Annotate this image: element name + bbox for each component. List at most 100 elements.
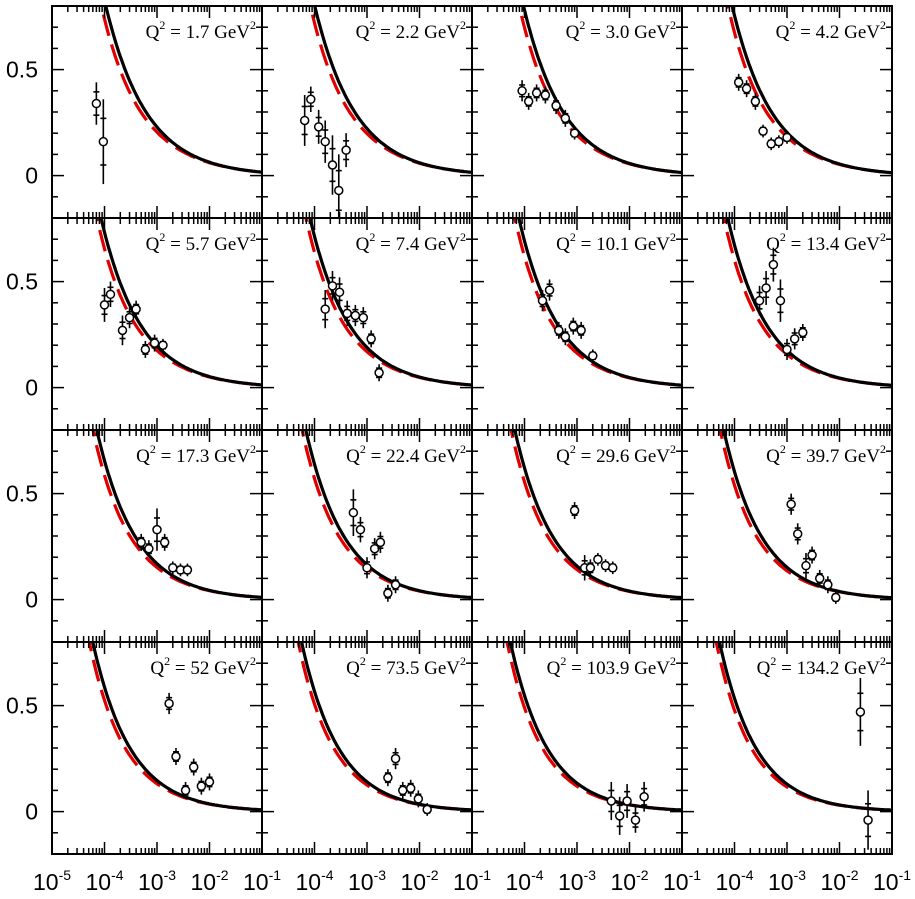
label-unit-sup: 2 bbox=[250, 18, 256, 32]
data-point bbox=[758, 126, 768, 136]
data-point bbox=[348, 507, 359, 518]
label-q-sup: 2 bbox=[780, 230, 786, 244]
label-q-sup: 2 bbox=[570, 230, 576, 244]
data-point bbox=[789, 334, 800, 344]
data-point bbox=[569, 505, 580, 516]
data-point bbox=[341, 145, 351, 155]
data-point bbox=[124, 312, 135, 323]
data-point bbox=[355, 524, 366, 535]
x-tick-label: 10-2 bbox=[400, 867, 438, 895]
panel-label: Q2 = 4.2 GeV2 bbox=[776, 18, 886, 43]
data-point bbox=[422, 804, 432, 815]
data-point bbox=[551, 100, 561, 111]
panel-label: Q2 = 52 GeV2 bbox=[150, 654, 256, 679]
data-point bbox=[299, 115, 310, 126]
data-point bbox=[585, 563, 596, 573]
data-point bbox=[99, 300, 110, 310]
data-point bbox=[754, 295, 765, 306]
label-value: = 73.5 GeV bbox=[366, 658, 460, 679]
data-point bbox=[768, 259, 779, 270]
data-point bbox=[180, 785, 191, 796]
data-point bbox=[342, 308, 352, 319]
data-point bbox=[405, 783, 416, 794]
data-point bbox=[350, 310, 361, 321]
data-point bbox=[761, 283, 771, 293]
model-curve-dashed bbox=[513, 218, 682, 387]
label-q: Q bbox=[346, 446, 360, 467]
data-point bbox=[149, 338, 160, 348]
label-value: = 13.4 GeV bbox=[786, 234, 880, 255]
y-tick-label: 0 bbox=[25, 799, 38, 825]
x-tick-label: 10-3 bbox=[768, 867, 806, 895]
label-q: Q bbox=[766, 234, 780, 255]
label-q: Q bbox=[766, 446, 780, 467]
data-point bbox=[531, 88, 542, 98]
model-curve-solid bbox=[299, 642, 472, 812]
y-tick-label: 0.5 bbox=[6, 269, 38, 295]
label-q-sup: 2 bbox=[159, 230, 165, 244]
data-point bbox=[168, 563, 178, 573]
data-point bbox=[358, 312, 369, 323]
data-point bbox=[855, 707, 866, 717]
data-point bbox=[807, 550, 817, 560]
panel-label: Q2 = 29.6 GeV2 bbox=[556, 442, 676, 467]
model-curve-dashed bbox=[87, 642, 262, 812]
label-value: = 10.1 GeV bbox=[576, 234, 670, 255]
panel-label: Q2 = 39.7 GeV2 bbox=[766, 442, 886, 467]
label-q-sup: 2 bbox=[360, 442, 366, 456]
label-unit-sup: 2 bbox=[460, 654, 466, 668]
x-tick-label: 10-5 bbox=[33, 867, 71, 895]
model-curve-solid bbox=[104, 6, 262, 174]
label-q: Q bbox=[547, 658, 561, 679]
model-curve-dashed bbox=[722, 218, 892, 387]
label-value: = 7.4 GeV bbox=[375, 234, 460, 255]
model-curve-solid bbox=[726, 218, 892, 387]
y-tick-label: 0.5 bbox=[6, 693, 38, 719]
data-point bbox=[374, 368, 384, 378]
label-q-sup: 2 bbox=[369, 230, 375, 244]
x-tick-label: 10-3 bbox=[348, 867, 386, 895]
data-point bbox=[863, 815, 873, 825]
label-q: Q bbox=[150, 658, 164, 679]
y-axis-labels: 0 0.5 0 0.5 0 0.5 0 0.5 bbox=[6, 57, 38, 825]
panel: Q2 = 17.3 GeV2 bbox=[51, 429, 263, 643]
data-point bbox=[523, 96, 534, 107]
label-unit-sup: 2 bbox=[880, 18, 886, 32]
data-point bbox=[375, 537, 386, 548]
model-curve-solid bbox=[513, 430, 682, 600]
data-point bbox=[334, 287, 345, 297]
data-point bbox=[792, 529, 803, 539]
panel: Q2 = 2.2 GeV2 bbox=[261, 5, 473, 219]
data-point bbox=[196, 781, 207, 791]
panel: Q2 = 4.2 GeV2 bbox=[681, 5, 893, 219]
data-point bbox=[98, 136, 109, 147]
label-unit-sup: 2 bbox=[670, 18, 676, 32]
data-point bbox=[366, 334, 376, 344]
panel-label: Q2 = 2.2 GeV2 bbox=[356, 18, 466, 43]
data-point bbox=[593, 554, 603, 565]
data-point bbox=[144, 543, 154, 554]
data-point bbox=[117, 325, 128, 336]
x-tick-label: 10-2 bbox=[610, 867, 648, 895]
data-point bbox=[362, 563, 372, 573]
data-point bbox=[630, 815, 641, 825]
model-curve-solid bbox=[95, 430, 262, 599]
label-q-sup: 2 bbox=[159, 18, 165, 32]
label-value: = 29.6 GeV bbox=[576, 446, 670, 467]
panel-frame bbox=[681, 641, 893, 855]
model-curve-dashed bbox=[91, 430, 262, 599]
panel-label: Q2 = 134.2 GeV2 bbox=[757, 654, 886, 679]
y-tick-label: 0.5 bbox=[6, 481, 38, 507]
data-point bbox=[814, 573, 825, 584]
model-curve-dashed bbox=[95, 218, 262, 387]
label-value: = 4.2 GeV bbox=[795, 22, 880, 43]
panel-label: Q2 = 73.5 GeV2 bbox=[346, 654, 466, 679]
model-curve-dashed bbox=[99, 6, 262, 174]
data-point bbox=[320, 136, 330, 147]
x-tick-label: 10-1 bbox=[873, 867, 911, 895]
x-axis-labels: 10-5 10-4 10-3 10-2 10-1 10-4 10-3 10-2 10-1 10-4… bbox=[33, 867, 911, 895]
data-point bbox=[560, 113, 571, 124]
panel-label: Q2 = 17.3 GeV2 bbox=[136, 442, 256, 467]
panel-label: Q2 = 3.0 GeV2 bbox=[566, 18, 676, 43]
label-unit-sup: 2 bbox=[670, 654, 676, 668]
